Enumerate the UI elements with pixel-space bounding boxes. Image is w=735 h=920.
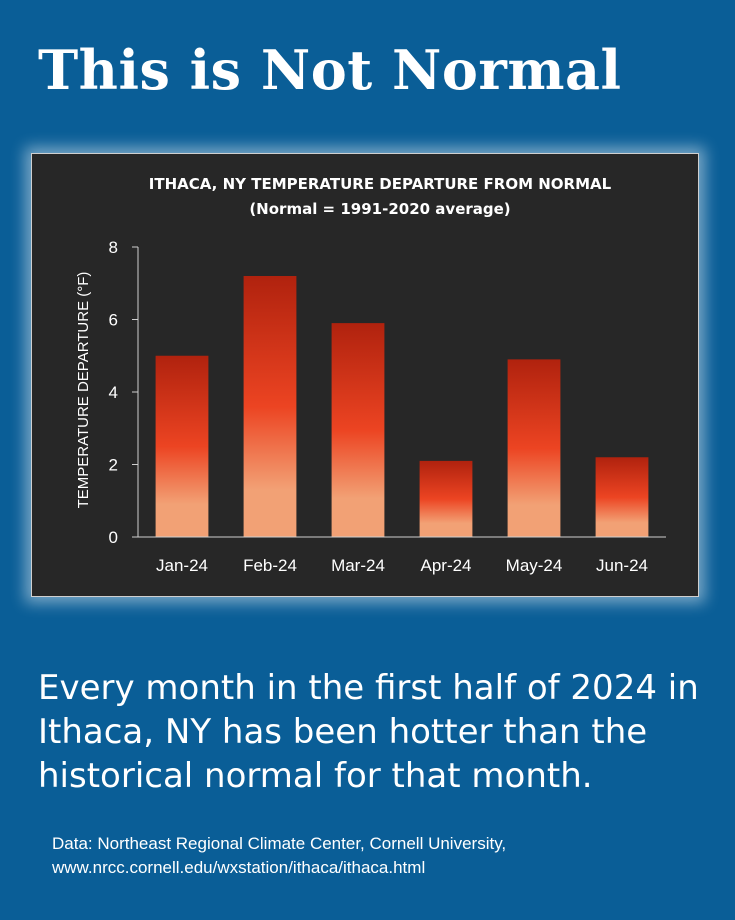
bar-may-24 (507, 359, 561, 537)
bar-jan-24 (155, 355, 209, 537)
x-tick-label: May-24 (506, 556, 563, 575)
source-url[interactable]: www.nrcc.cornell.edu/wxstation/ithaca/it… (52, 858, 426, 877)
y-axis-label: TEMPERATURE DEPARTURE (°F) (75, 272, 92, 509)
y-tick-label: 2 (109, 456, 118, 475)
temperature-departure-chart: ITHACA, NY TEMPERATURE DEPARTURE FROM NO… (75, 175, 666, 575)
bar-mar-24 (331, 323, 385, 537)
chart-subtitle: (Normal = 1991-2020 average) (249, 200, 510, 218)
y-tick-label: 4 (109, 383, 118, 402)
x-tick-label: Jun-24 (596, 556, 648, 575)
chart-panel: ITHACA, NY TEMPERATURE DEPARTURE FROM NO… (31, 153, 699, 597)
x-tick-label: Jan-24 (156, 556, 208, 575)
bar-feb-24 (243, 276, 297, 537)
y-tick-label: 0 (109, 528, 118, 547)
body-text: Every month in the first half of 2024 in… (38, 668, 699, 796)
y-tick-label: 8 (109, 238, 118, 257)
bar-jun-24 (595, 457, 649, 537)
x-tick-label: Mar-24 (331, 556, 385, 575)
source-citation: Data: Northeast Regional Climate Center,… (52, 834, 507, 853)
y-tick-label: 6 (109, 311, 118, 330)
x-tick-label: Apr-24 (420, 556, 471, 575)
data-source: Data: Northeast Regional Climate Center,… (52, 832, 712, 880)
x-tick-label: Feb-24 (243, 556, 297, 575)
headline: This is Not Normal (38, 38, 622, 102)
chart-title: ITHACA, NY TEMPERATURE DEPARTURE FROM NO… (149, 175, 612, 193)
bar-apr-24 (419, 460, 473, 537)
